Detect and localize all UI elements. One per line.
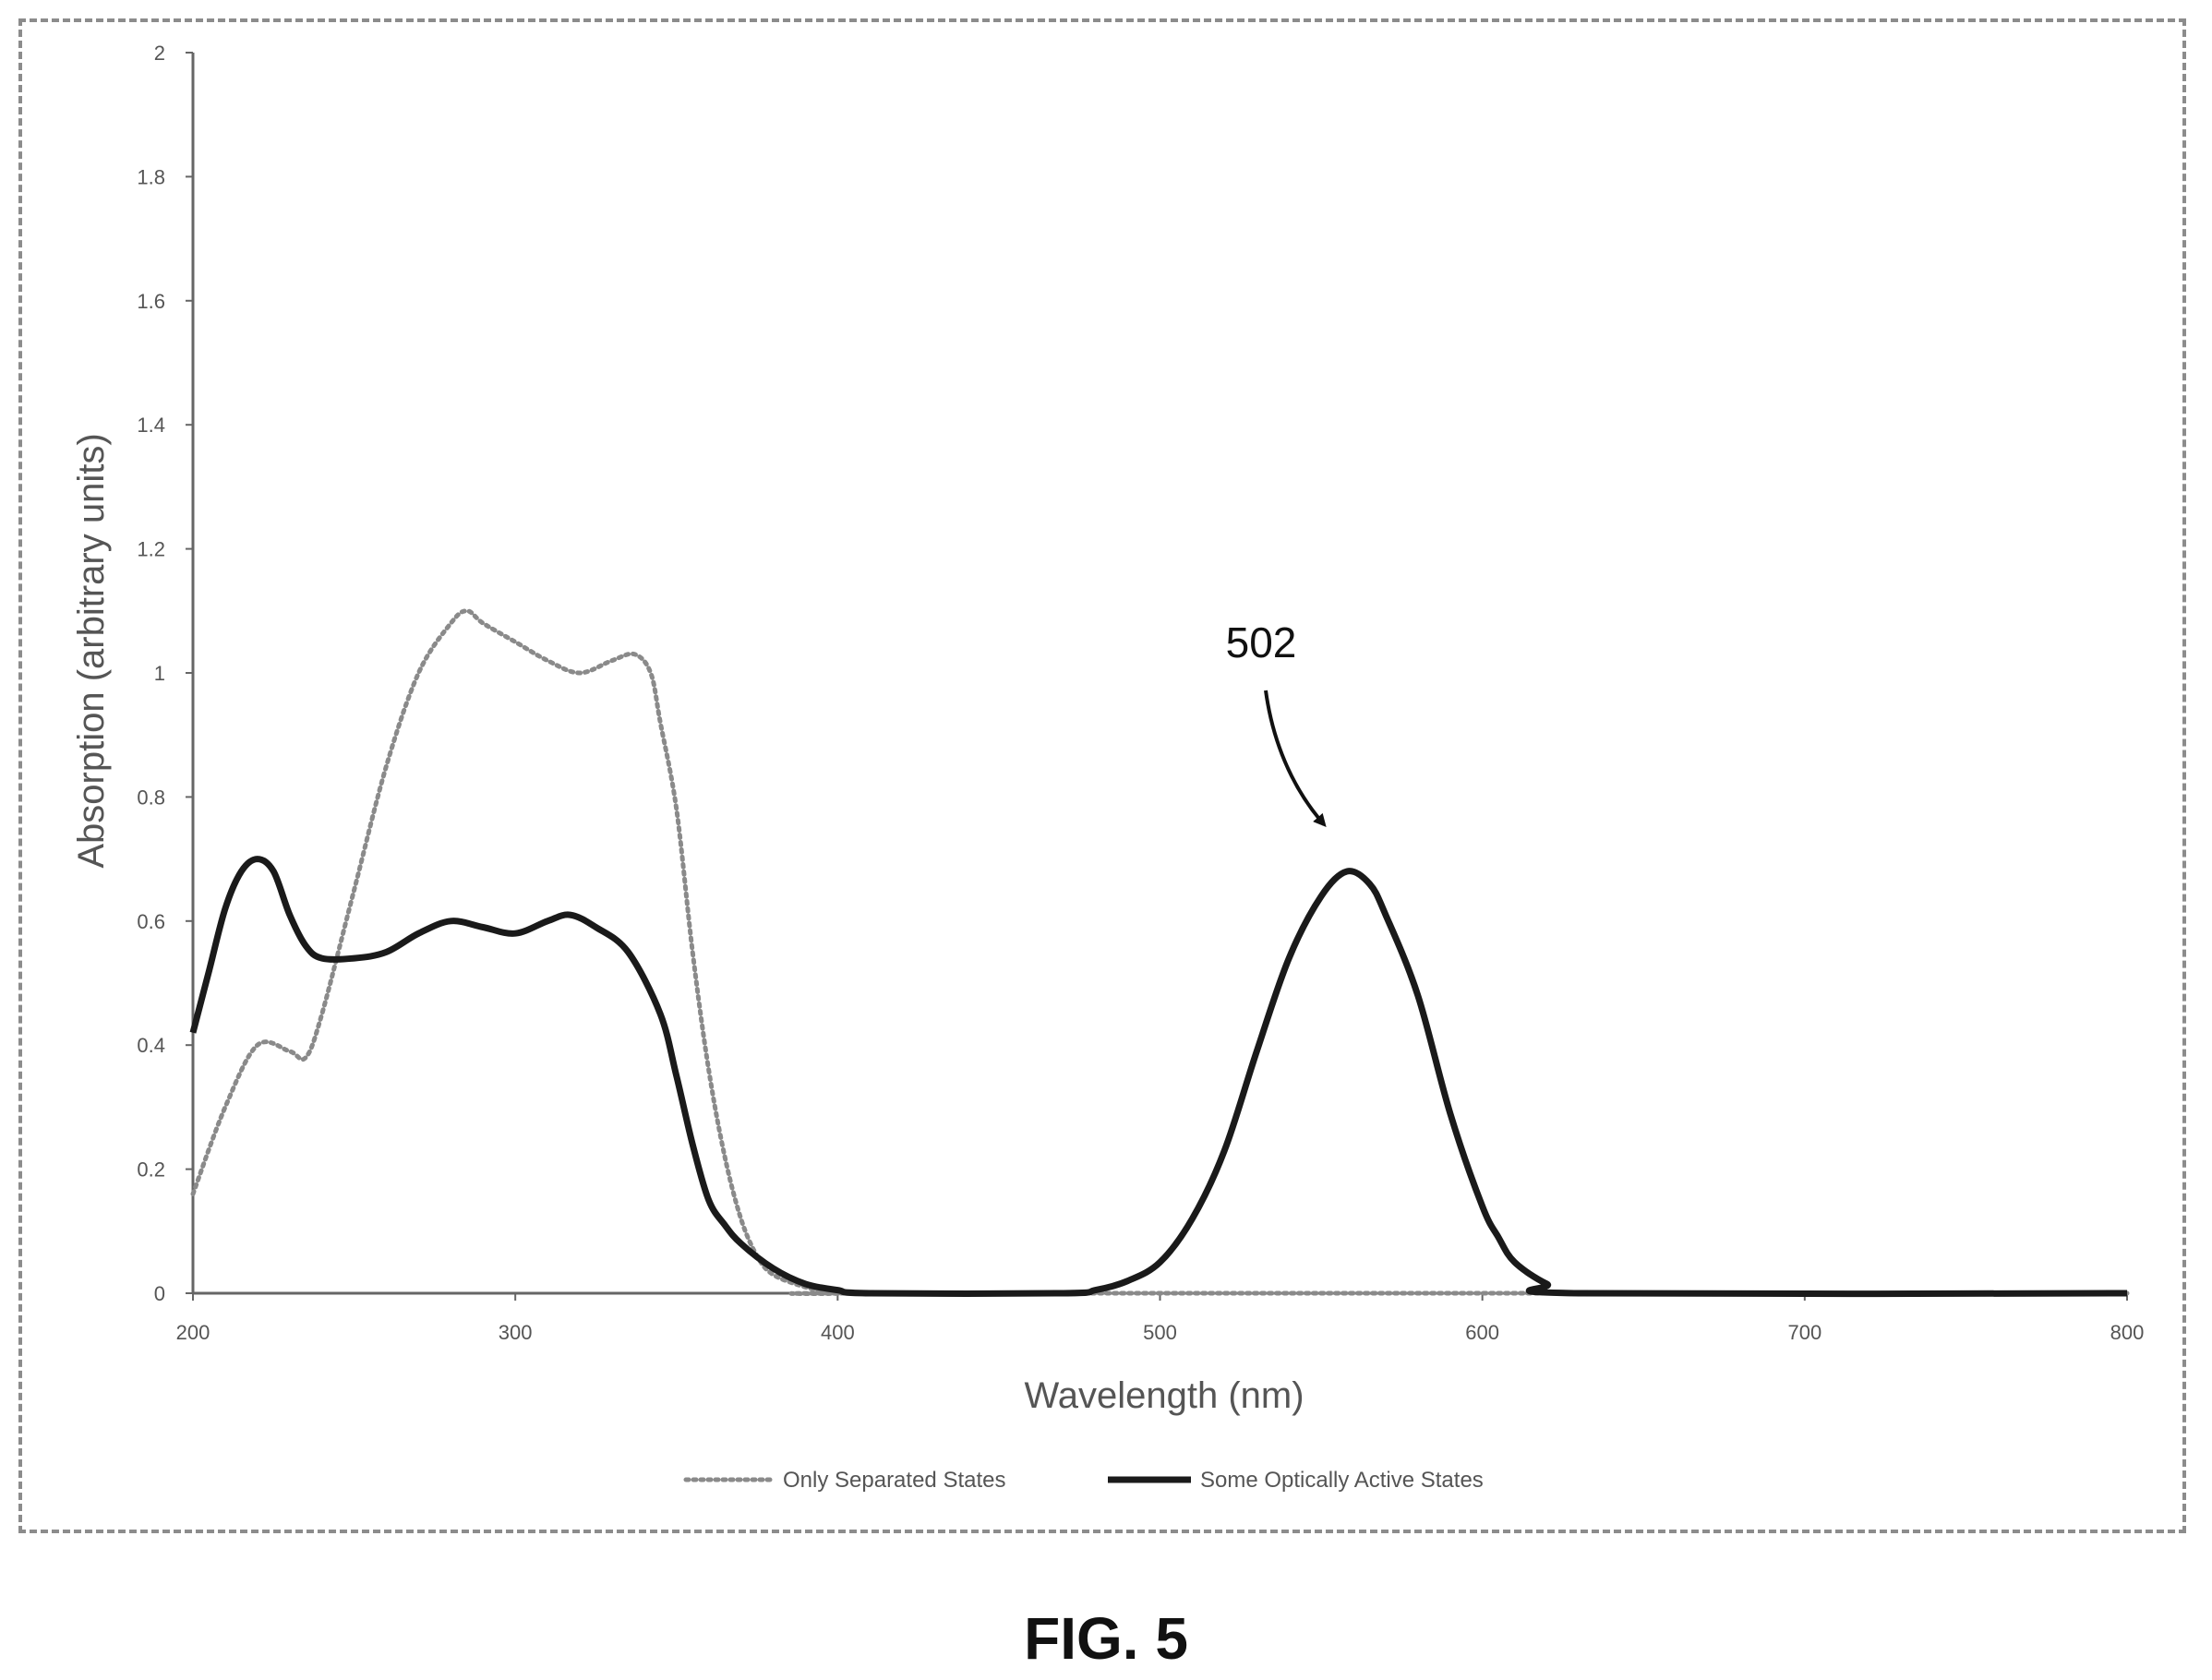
legend-label: Only Separated States bbox=[783, 1468, 1005, 1493]
x-tick-label: 400 bbox=[821, 1321, 855, 1344]
y-tick-label: 0.6 bbox=[137, 910, 165, 933]
y-tick-label: 0.4 bbox=[137, 1034, 165, 1057]
y-tick-label: 0.8 bbox=[137, 786, 165, 809]
y-tick-label: 1.6 bbox=[137, 290, 165, 313]
x-tick-label: 600 bbox=[1465, 1321, 1499, 1344]
legend: Only Separated States Some Optically Acti… bbox=[683, 1468, 1484, 1493]
y-tick-label: 2 bbox=[154, 42, 165, 65]
annotation-label-502: 502 bbox=[1226, 618, 1297, 666]
axes bbox=[191, 53, 2127, 1295]
y-tick-label: 1.8 bbox=[137, 165, 165, 188]
x-tick-label: 500 bbox=[1143, 1321, 1177, 1344]
chart-frame bbox=[18, 18, 2186, 1533]
x-tick-label: 700 bbox=[1787, 1321, 1821, 1344]
series-line-some-optically-active-states bbox=[189, 856, 2128, 1298]
annotation-arrow bbox=[1264, 690, 1327, 828]
series-lines bbox=[189, 608, 2130, 1298]
absorption-chart: 200 300 400 500 600 700 800 0 0.2 0.4 0.6 0.8 1 1.2 1.… bbox=[71, 42, 2144, 1493]
y-axis-title: Absorption (arbitrary units) bbox=[71, 433, 112, 868]
series-line-only-separated-states bbox=[190, 608, 2130, 1296]
tick-labels: 200 300 400 500 600 700 800 0 0.2 0.4 0.6 0.8 1 1.2 1.… bbox=[137, 42, 2144, 1344]
x-tick-label: 300 bbox=[499, 1321, 533, 1344]
x-tick-label: 200 bbox=[176, 1321, 210, 1344]
legend-label: Some Optically Active States bbox=[1200, 1468, 1484, 1493]
y-tick-label: 0.2 bbox=[137, 1158, 165, 1182]
x-tick-label: 800 bbox=[2110, 1321, 2145, 1344]
y-tick-label: 1.4 bbox=[137, 414, 165, 437]
y-tick-label: 1.2 bbox=[137, 538, 165, 561]
x-axis-title: Wavelength (nm) bbox=[1024, 1375, 1304, 1416]
y-tick-label: 1 bbox=[154, 662, 165, 685]
figure-caption: FIG. 5 bbox=[1024, 1605, 1188, 1672]
y-tick-label: 0 bbox=[154, 1282, 165, 1305]
